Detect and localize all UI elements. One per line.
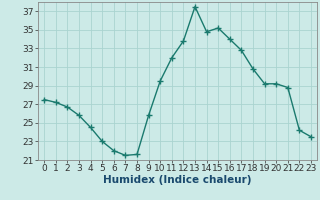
X-axis label: Humidex (Indice chaleur): Humidex (Indice chaleur) <box>103 175 252 185</box>
